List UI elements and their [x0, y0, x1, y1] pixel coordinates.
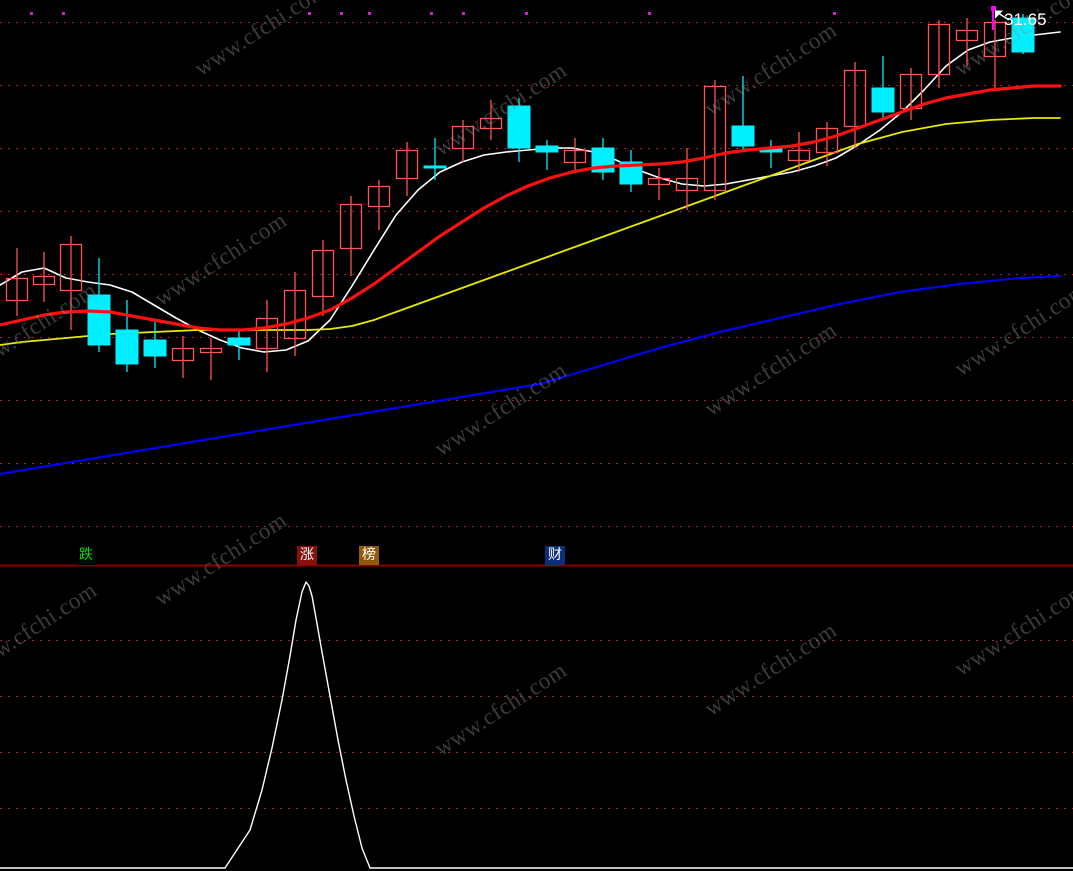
- top-dot-3: [340, 12, 343, 15]
- candle-body-up[interactable]: [647, 177, 671, 186]
- candle-body-down[interactable]: [143, 339, 167, 357]
- marker-die[interactable]: 跌: [76, 546, 96, 565]
- marker-zhang[interactable]: 涨: [297, 546, 317, 565]
- marker-cai[interactable]: 财: [545, 546, 565, 565]
- candle-body-up[interactable]: [927, 23, 951, 76]
- marker-bang[interactable]: 榜: [359, 546, 379, 565]
- top-dot-1: [62, 12, 65, 15]
- top-dot-4: [368, 12, 371, 15]
- candle-body-up[interactable]: [283, 289, 307, 340]
- candle-body-up[interactable]: [955, 29, 979, 42]
- ma-yellow: [0, 117, 1061, 346]
- candle-body-up[interactable]: [5, 277, 29, 302]
- top-dot-6: [462, 12, 465, 15]
- candle-body-up[interactable]: [479, 117, 503, 130]
- candle-body-down[interactable]: [115, 329, 139, 365]
- top-dot-7: [525, 12, 528, 15]
- candle-body-up[interactable]: [451, 125, 475, 150]
- price-label: 31.65: [1004, 10, 1047, 29]
- candle-body-up[interactable]: [703, 85, 727, 192]
- candle-body-up[interactable]: [563, 149, 587, 164]
- candle-body-up[interactable]: [787, 149, 811, 162]
- candle-body-up[interactable]: [311, 249, 335, 298]
- candle-body-up[interactable]: [675, 177, 699, 192]
- candle-body-up[interactable]: [367, 185, 391, 208]
- candle-body-up[interactable]: [395, 149, 419, 180]
- candle-body-up[interactable]: [199, 347, 223, 354]
- ma-white: [0, 31, 1061, 353]
- ma-red: [0, 84, 1062, 332]
- candle-body-up[interactable]: [32, 275, 56, 286]
- candle-body-up[interactable]: [843, 69, 867, 128]
- candle-body-up[interactable]: [171, 347, 195, 362]
- candle-body-down[interactable]: [535, 145, 559, 153]
- candle-body-up[interactable]: [983, 21, 1007, 58]
- candle-body-down[interactable]: [1011, 17, 1035, 53]
- candle-body-down[interactable]: [619, 161, 643, 185]
- candle-body-down[interactable]: [507, 105, 531, 149]
- ma-blue: [0, 274, 1062, 476]
- candle-body-up[interactable]: [59, 243, 83, 292]
- candle-body-down[interactable]: [871, 87, 895, 113]
- top-dot-2: [308, 12, 311, 15]
- candle-body-down[interactable]: [423, 165, 447, 169]
- top-dot-0: [30, 12, 33, 15]
- arrow-pointer-head: [994, 10, 1004, 19]
- candle-body-down[interactable]: [87, 294, 111, 346]
- candle-body-up[interactable]: [255, 317, 279, 350]
- candle-body-up[interactable]: [339, 203, 363, 250]
- candle-body-down[interactable]: [731, 125, 755, 147]
- indicator-line: [0, 581, 1073, 869]
- top-dot-9: [833, 12, 836, 15]
- candle-body-down[interactable]: [227, 337, 251, 346]
- top-dot-8: [648, 12, 651, 15]
- arrow-head-dot: [991, 6, 996, 11]
- top-dot-5: [430, 12, 433, 15]
